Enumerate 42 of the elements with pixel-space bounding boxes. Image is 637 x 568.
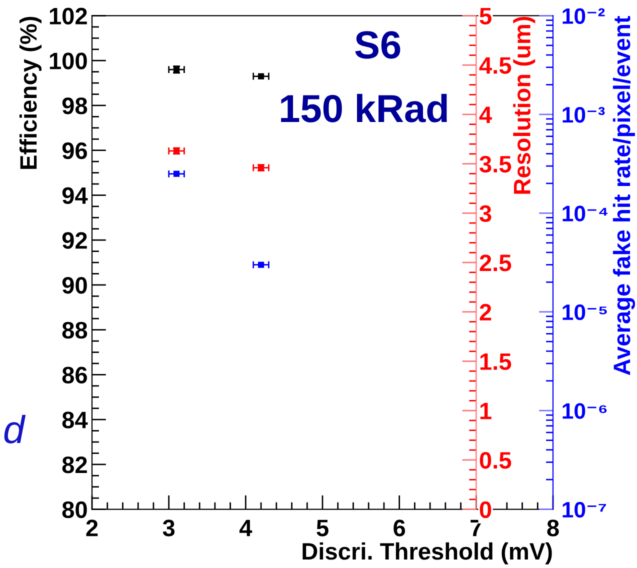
y3-tick-label: 10⁻⁴ [562, 206, 608, 222]
y3-tick-label: 10⁻⁶ [562, 403, 607, 419]
y2-tick-label: 4 [479, 106, 492, 123]
y3-tick-label: 10⁻³ [562, 106, 605, 123]
x-tick-label: 6 [394, 520, 406, 536]
y3-tick-label: 10⁻⁵ [562, 304, 607, 320]
annotation: S6 [355, 31, 400, 59]
y-tick-label: 96 [62, 142, 87, 160]
y3-tick-label: 10⁻⁷ [562, 502, 606, 518]
y2-tick-label: 2.5 [480, 254, 512, 272]
y-tick-label: 98 [62, 98, 88, 114]
y2-tick-label: 3 [479, 205, 492, 222]
y2-tick-label: 0.5 [480, 452, 512, 469]
annotation: 150 kRad [281, 94, 447, 122]
y-tick-label: 80 [62, 501, 87, 518]
x-tick-label: 8 [547, 520, 559, 536]
x-axis-title: Discri. Threshold (mV) [302, 542, 552, 564]
y-tick-label: 86 [62, 366, 87, 384]
y-tick-label: 92 [62, 232, 87, 249]
y2-tick-label: 0 [480, 501, 492, 518]
y-tick-label: 88 [62, 322, 88, 339]
x-tick-label: 3 [162, 520, 175, 536]
y2-tick-label: 1.5 [480, 354, 512, 370]
y-tick-label: 94 [62, 187, 88, 204]
y2-tick-label: 3.5 [479, 156, 512, 173]
y2-tick-label: 5 [480, 8, 492, 24]
text: d [4, 414, 26, 444]
y2-tick-label: 2 [480, 304, 492, 320]
x-tick-label: 4 [239, 520, 252, 536]
y2-tick-label: 1 [480, 402, 492, 420]
y2-axis-title: Resolution (um) [513, 16, 536, 194]
y-tick-label: 100 [50, 52, 87, 70]
y-tick-label: 84 [62, 412, 88, 428]
y-axis-title: Efficiency (%) [19, 16, 42, 169]
y2-tick-label: 4.5 [479, 57, 512, 74]
x-tick-label: 2 [86, 520, 98, 536]
y3-tick-label: 10⁻² [562, 8, 605, 24]
y-tick-label: 90 [62, 277, 87, 294]
y-tick-label: 82 [62, 456, 87, 474]
x-tick-label: 5 [316, 520, 328, 536]
y3-axis-title: Average fake hit rate/pixel/event [612, 16, 636, 376]
y-tick-label: 102 [50, 8, 87, 24]
